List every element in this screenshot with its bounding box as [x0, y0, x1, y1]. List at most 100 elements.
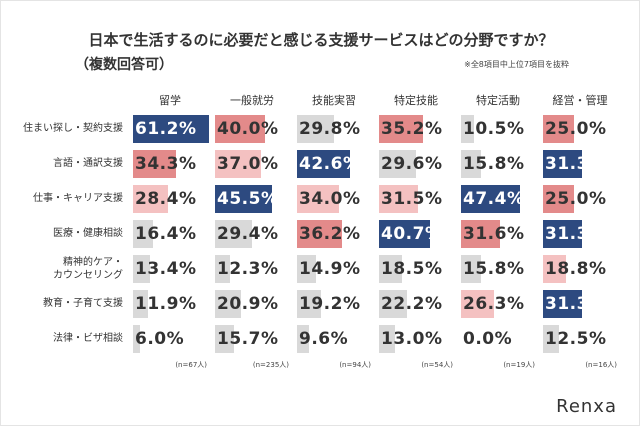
bar [379, 220, 430, 248]
bar [543, 150, 582, 178]
sample-size: (n=94人) [339, 361, 371, 369]
bar [543, 185, 575, 213]
bar [297, 325, 309, 353]
value-label: 0.0% [463, 329, 513, 349]
bar [215, 185, 272, 213]
chart-title: 日本で生活するのに必要だと感じる支援サービスはどの分野ですか？ [88, 31, 554, 49]
value-label: 34.3% [135, 154, 197, 174]
value-label: 29.6% [381, 154, 443, 174]
bar [379, 185, 419, 213]
bar [133, 325, 141, 353]
row-label: 住まい探し・契約支援 [23, 123, 123, 134]
bar [215, 150, 261, 178]
value-label: 20.9% [217, 294, 279, 314]
bar [379, 150, 416, 178]
bar [461, 220, 501, 248]
column-header: 特定技能 [394, 94, 438, 107]
bar [543, 290, 582, 318]
value-label: 25.0% [545, 189, 607, 209]
sample-size: (n=16人) [585, 361, 617, 369]
bar [461, 150, 481, 178]
bar [543, 255, 567, 283]
value-label: 31.3% [545, 154, 607, 174]
bar [215, 290, 241, 318]
value-label: 14.9% [299, 259, 361, 279]
bar [133, 115, 209, 143]
value-label: 31.3% [545, 224, 607, 244]
value-label: 31.5% [381, 189, 443, 209]
bar [133, 255, 150, 283]
column-header: 留学 [159, 94, 181, 107]
value-label: 31.3% [545, 294, 607, 314]
value-label: 18.8% [545, 259, 607, 279]
sample-size: (n=54人) [421, 361, 453, 369]
column-header: 経営・管理 [552, 94, 608, 107]
bar [461, 255, 481, 283]
bar [297, 290, 321, 318]
value-label: 37.0% [217, 154, 279, 174]
bar [297, 115, 334, 143]
value-label: 18.5% [381, 259, 443, 279]
bar [379, 255, 402, 283]
value-label: 40.7% [381, 224, 443, 244]
bar [133, 185, 169, 213]
column-header: 特定活動 [476, 94, 520, 107]
value-label: 29.4% [217, 224, 279, 244]
bar [379, 115, 423, 143]
value-label: 28.4% [135, 189, 197, 209]
value-label: 6.0% [135, 329, 185, 349]
bar [215, 325, 235, 353]
bar [461, 115, 475, 143]
row-label: 精神的ケア・ カウンセリング [53, 257, 123, 281]
bar [215, 115, 265, 143]
value-label: 26.3% [463, 294, 525, 314]
value-label: 12.3% [217, 259, 279, 279]
value-label: 29.8% [299, 119, 361, 139]
value-label: 47.4% [463, 189, 525, 209]
bar [215, 220, 252, 248]
value-label: 10.5% [463, 119, 525, 139]
column-header: 一般就労 [230, 94, 274, 107]
value-label: 15.8% [463, 154, 525, 174]
value-label: 11.9% [135, 294, 197, 314]
value-label: 15.8% [463, 259, 525, 279]
bar [543, 325, 559, 353]
bar [297, 150, 350, 178]
bar [461, 290, 494, 318]
bar [133, 220, 154, 248]
value-label: 34.0% [299, 189, 361, 209]
row-label: 医療・健康相談 [53, 228, 123, 239]
row-label: 教育・子育て支援 [43, 298, 123, 309]
row-label: 法律・ビザ相談 [53, 333, 123, 344]
value-label: 61.2% [135, 119, 197, 139]
value-label: 15.7% [217, 329, 279, 349]
value-label: 25.0% [545, 119, 607, 139]
bar [461, 185, 520, 213]
value-label: 13.0% [381, 329, 443, 349]
column-header: 技能実習 [312, 94, 356, 107]
bar [543, 115, 575, 143]
value-label: 9.6% [299, 329, 349, 349]
value-label: 42.6% [299, 154, 361, 174]
row-label: 仕事・キャリア支援 [33, 193, 123, 204]
chart-subtitle: （複数回答可） [75, 57, 173, 73]
bar [133, 150, 176, 178]
value-label: 13.4% [135, 259, 197, 279]
value-label: 19.2% [299, 294, 361, 314]
sample-size: (n=19人) [503, 361, 535, 369]
value-label: 35.2% [381, 119, 443, 139]
brand: Renxa [556, 396, 617, 417]
value-label: 40.0% [217, 119, 279, 139]
value-label: 16.4% [135, 224, 197, 244]
bar [215, 255, 231, 283]
note: ※全8項目中上位7項目を抜粋 [464, 60, 569, 69]
value-label: 12.5% [545, 329, 607, 349]
bar [297, 220, 342, 248]
bar [297, 255, 316, 283]
bar [379, 325, 396, 353]
sample-size: (n=67人) [175, 361, 207, 369]
value-label: 45.5% [217, 189, 279, 209]
row-label: 言語・通訳支援 [53, 158, 123, 169]
value-label: 31.6% [463, 224, 525, 244]
